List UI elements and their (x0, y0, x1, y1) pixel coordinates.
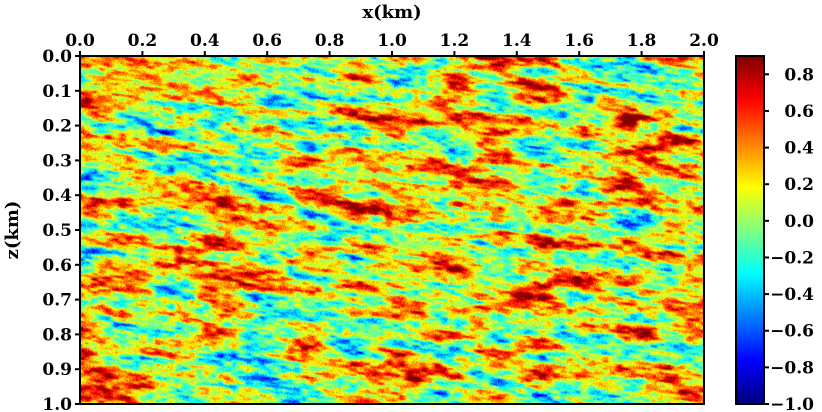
colorbar-frame (735, 55, 765, 405)
colorbar-tick-label: 0.6 (784, 102, 814, 122)
y-tick-label: 0.9 (42, 360, 72, 380)
y-axis-title: z(km) (2, 201, 23, 260)
colorbar-tick-label: −0.6 (770, 322, 814, 342)
x-tick-label: 1.0 (377, 31, 407, 51)
plot-frame (79, 55, 705, 405)
x-tick-label: 0.0 (65, 31, 95, 51)
colorbar-tick-label: −0.8 (770, 358, 814, 378)
y-tick-label: 0.7 (42, 291, 72, 311)
heatmap-image (80, 56, 704, 404)
y-tick-label: 0.2 (42, 117, 72, 137)
y-axis-ticks: 0.0 0.1 0.2 0.3 0.4 0.5 0.6 0.7 0.8 0.9 1.0 (42, 47, 80, 412)
y-tick-label: 0.4 (42, 186, 72, 206)
y-tick-label: 0.0 (42, 47, 72, 67)
colorbar-tick-label: 0.8 (784, 65, 814, 85)
x-tick-label: 0.4 (190, 31, 220, 51)
colorbar-tick-label: 0.0 (784, 212, 814, 232)
colorbar-gradient (736, 56, 764, 404)
x-tick-label: 0.6 (252, 31, 282, 51)
colorbar-tick-label: −1.0 (770, 395, 814, 412)
y-tick-label: 0.1 (42, 82, 72, 102)
colorbar-ticks: 0.8 0.6 0.4 0.2 0.0 −0.2 −0.4 −0.6 −0.8 −1.0 (764, 65, 814, 412)
colorbar-tick-label: 0.2 (784, 175, 814, 195)
x-tick-label: 1.8 (627, 31, 657, 51)
x-axis-title: x(km) (362, 2, 421, 23)
x-tick-label: 1.2 (440, 31, 470, 51)
y-tick-label: 0.6 (42, 256, 72, 276)
y-tick-label: 0.3 (42, 151, 72, 171)
y-tick-label: 0.8 (42, 325, 72, 345)
x-tick-label: 2.0 (689, 31, 719, 51)
x-tick-label: 0.2 (128, 31, 158, 51)
x-tick-label: 0.8 (315, 31, 345, 51)
x-axis-ticks: 0.0 0.2 0.4 0.6 0.8 1.0 1.2 1.4 1.6 1.8 2.0 (65, 31, 719, 56)
y-tick-label: 0.5 (42, 221, 72, 241)
colorbar-tick-label: −0.4 (770, 285, 814, 305)
x-tick-label: 1.6 (564, 31, 594, 51)
colorbar-tick-label: 0.4 (784, 139, 814, 159)
x-tick-label: 1.4 (502, 31, 532, 51)
y-tick-label: 1.0 (42, 395, 72, 412)
colorbar-tick-label: −0.2 (770, 248, 814, 268)
